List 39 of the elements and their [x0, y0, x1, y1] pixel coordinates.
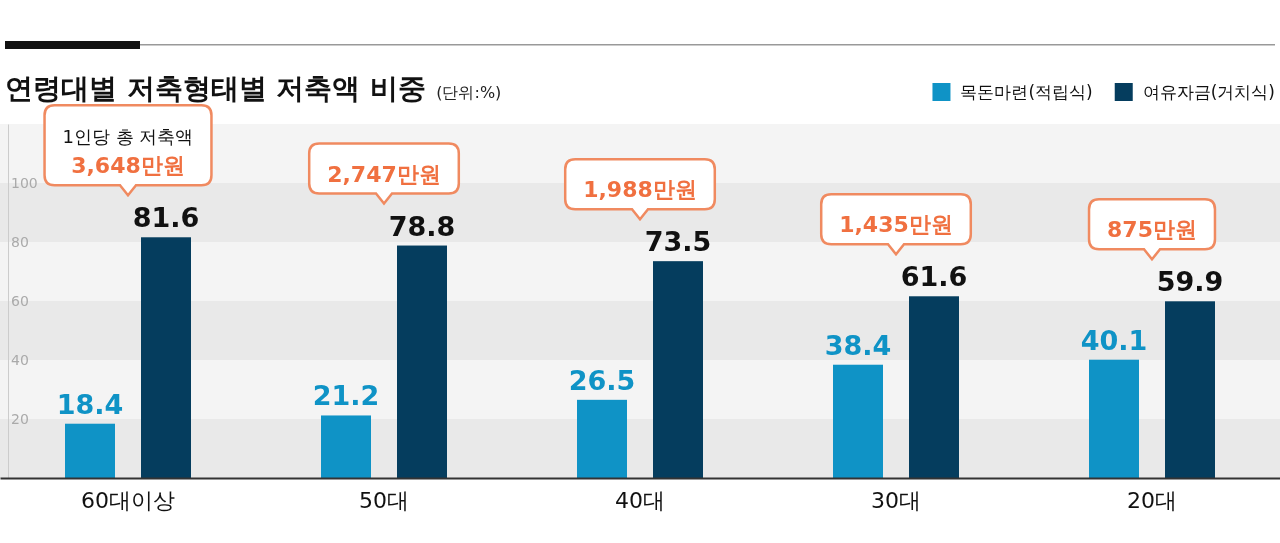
bar	[65, 423, 115, 478]
data-label: 59.9	[1156, 266, 1224, 298]
data-label: 18.4	[56, 388, 124, 420]
y-tick-label: 60	[11, 292, 29, 309]
y-tick-label: 40	[11, 351, 29, 368]
x-tick-label: 20대	[1127, 487, 1177, 513]
legend-label: 여유자금(거치식)	[1142, 82, 1275, 102]
y-tick-label: 20	[11, 410, 29, 427]
bar	[397, 245, 447, 478]
data-label: 73.5	[644, 226, 712, 258]
legend-label: 목돈마련(적립식)	[960, 82, 1093, 102]
bar	[1165, 301, 1215, 478]
y-tick-label: 80	[11, 233, 29, 250]
data-label: 38.4	[824, 329, 892, 361]
bar	[321, 415, 371, 478]
data-label: 21.2	[312, 380, 380, 412]
annotation: 875만원	[1107, 217, 1197, 243]
data-label: 61.6	[900, 261, 968, 293]
bar	[833, 364, 883, 478]
bar	[577, 399, 627, 478]
annotation: 1인당 총 저축액 3,648만원	[62, 126, 194, 179]
data-label: 40.1	[1080, 324, 1148, 356]
data-label: 78.8	[388, 210, 456, 242]
annotation: 1,988만원	[583, 177, 697, 203]
bar	[909, 296, 959, 478]
x-tick-label: 60대이상	[81, 487, 175, 513]
y-tick-label: 100	[11, 174, 38, 191]
data-label: 81.6	[132, 202, 200, 234]
x-tick-label: 50대	[359, 487, 409, 513]
bar	[653, 261, 703, 478]
annotation: 2,747만원	[327, 161, 441, 187]
annotation: 1,435만원	[839, 212, 953, 238]
x-tick-label: 40대	[615, 487, 665, 513]
chart-subtitle: (단위:%)	[436, 83, 502, 102]
x-tick-label: 30대	[871, 487, 921, 513]
bar	[141, 237, 191, 478]
bar	[1089, 359, 1139, 478]
data-label: 26.5	[568, 364, 636, 396]
chart-title: 연령대별 저축형태별 저축액 비중	[5, 72, 427, 105]
